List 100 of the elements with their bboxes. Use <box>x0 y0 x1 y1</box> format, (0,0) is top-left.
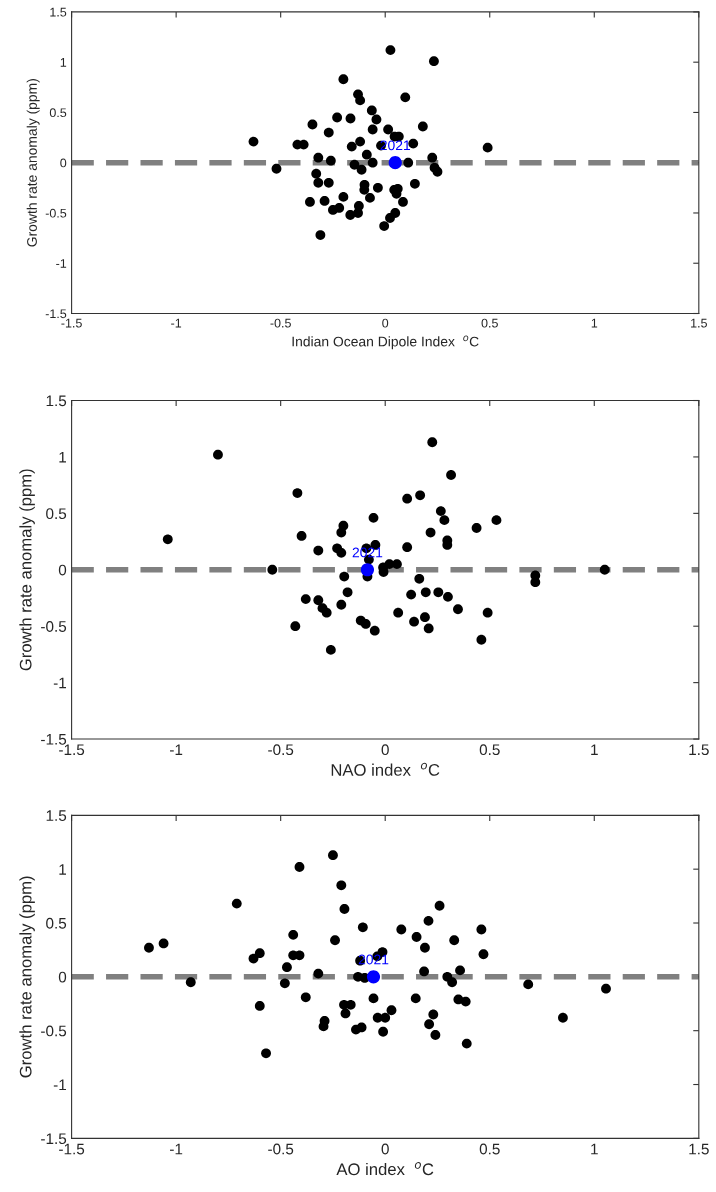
point <box>366 970 381 984</box>
point <box>419 966 430 977</box>
point <box>361 149 372 160</box>
point <box>523 979 534 990</box>
x-tick-label: -0.5 <box>268 744 294 756</box>
point <box>476 634 487 645</box>
point <box>491 515 502 526</box>
x-tick-label: 1.5 <box>691 318 707 328</box>
point <box>254 1001 265 1011</box>
point <box>400 92 411 103</box>
point <box>471 523 482 533</box>
point <box>323 127 334 138</box>
point <box>248 136 259 147</box>
point <box>371 114 382 125</box>
point <box>429 56 439 67</box>
point <box>325 155 336 166</box>
point <box>410 993 421 1004</box>
point <box>439 515 450 526</box>
point <box>296 531 307 541</box>
point <box>351 1024 361 1035</box>
point <box>379 221 390 231</box>
point <box>420 942 430 953</box>
point <box>360 619 371 629</box>
point <box>355 95 366 106</box>
point <box>213 449 223 460</box>
point <box>415 490 426 501</box>
point <box>460 996 471 1007</box>
point <box>409 616 419 627</box>
x-tick-label: 0.5 <box>479 1143 500 1155</box>
point <box>294 862 305 872</box>
annotation: 2021 <box>352 547 383 558</box>
point <box>360 563 375 577</box>
point <box>482 142 493 153</box>
y-tick-label: 1.5 <box>46 810 67 822</box>
point <box>434 900 445 911</box>
point <box>315 230 326 240</box>
x-tick-label: 1 <box>591 1143 598 1155</box>
y-tick-label: -0.5 <box>41 621 67 632</box>
point <box>427 437 438 448</box>
point <box>476 924 487 935</box>
x-tick-label: -1 <box>171 318 182 328</box>
y-tick-label: 0 <box>58 971 67 983</box>
x-tick-label: 0 <box>381 1143 389 1155</box>
point <box>346 141 357 152</box>
point <box>355 136 366 147</box>
point <box>271 163 282 174</box>
point <box>367 157 378 168</box>
x-tick-label: 0 <box>382 318 389 328</box>
point <box>338 74 349 85</box>
x-tick-label: -1 <box>170 744 183 755</box>
point <box>365 192 375 203</box>
y-axis-title: Growth rate anomaly (ppm) <box>19 876 35 1078</box>
y-tick-label: 1.5 <box>50 7 67 17</box>
point <box>339 904 350 914</box>
y-tick-label: -1.5 <box>45 309 67 319</box>
y-tick-label: 1 <box>59 864 66 875</box>
point <box>332 112 343 123</box>
y-tick-label: -1 <box>53 677 66 689</box>
x-tick-label: -1 <box>170 1143 183 1155</box>
x-tick-label: 1.5 <box>689 1143 709 1155</box>
x-axis-title: NAO index $^{o}$C <box>331 762 440 776</box>
point <box>386 1005 397 1016</box>
x-tick-label: 1 <box>591 744 598 755</box>
point <box>446 470 456 480</box>
point <box>345 113 356 124</box>
point <box>282 962 292 973</box>
y-tick-label: 1.5 <box>46 395 67 407</box>
point <box>162 534 173 545</box>
y-axis-title: Growth rate anomaly (ppm) <box>19 469 35 671</box>
point <box>388 156 402 170</box>
point <box>455 965 465 976</box>
point <box>261 1048 271 1059</box>
point <box>267 564 278 575</box>
point <box>417 121 428 132</box>
point <box>334 203 345 213</box>
point <box>461 1038 472 1049</box>
y-tick-label: -1.5 <box>41 1133 67 1145</box>
point <box>340 1008 351 1019</box>
point <box>369 625 380 636</box>
point <box>423 915 434 926</box>
point <box>349 159 360 170</box>
point <box>323 177 334 188</box>
point <box>414 573 425 584</box>
point <box>383 124 394 135</box>
y-tick-label: 1 <box>59 451 66 463</box>
point <box>425 527 436 538</box>
point <box>453 604 463 615</box>
point <box>558 1012 568 1023</box>
point <box>366 105 377 116</box>
y-tick-label: -0.5 <box>41 1025 67 1037</box>
point <box>393 607 404 618</box>
point <box>392 559 402 570</box>
point <box>599 564 610 575</box>
point <box>411 932 422 942</box>
point <box>427 152 438 163</box>
point <box>378 1026 389 1037</box>
point <box>254 948 265 959</box>
point <box>336 547 347 558</box>
point <box>185 977 196 988</box>
point <box>409 178 420 189</box>
